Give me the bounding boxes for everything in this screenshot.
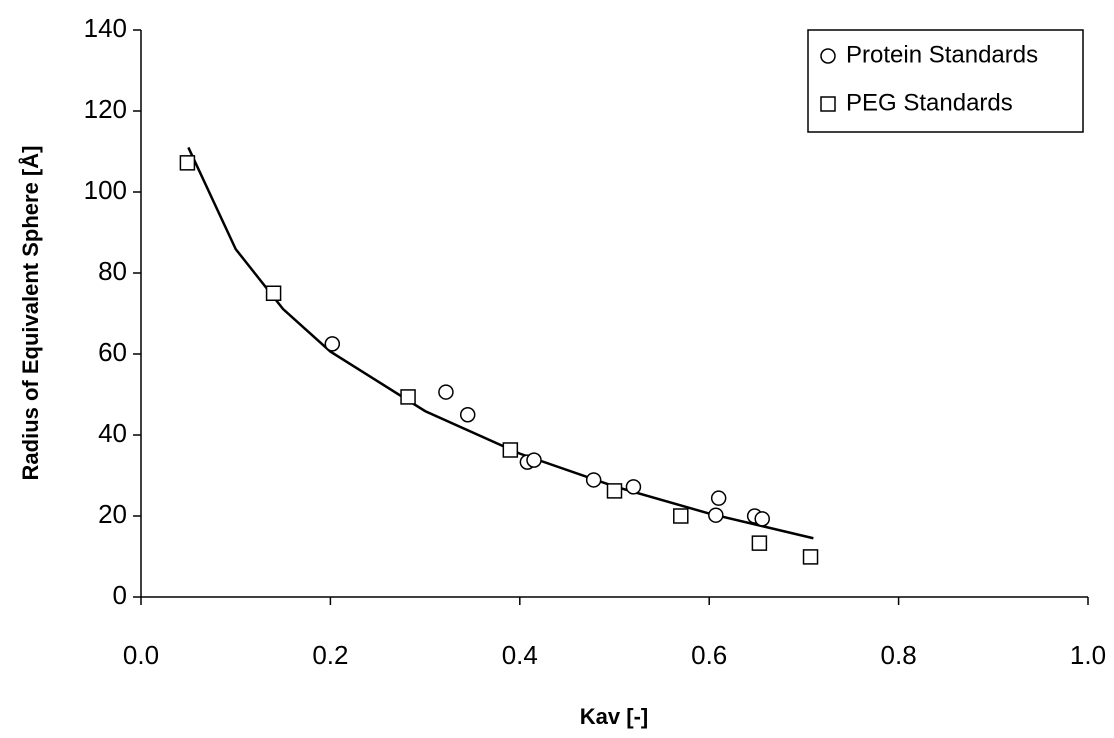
circle-marker	[754, 511, 770, 527]
y-tick-label: 40	[98, 418, 127, 448]
circle-marker	[438, 384, 454, 400]
circle-marker	[526, 452, 542, 468]
square-marker	[265, 285, 282, 301]
x-tick-label: 0.8	[881, 640, 917, 670]
x-tick-label: 1.0	[1070, 640, 1106, 670]
y-tick-label: 0	[113, 580, 127, 610]
x-tick-label: 0.0	[123, 640, 159, 670]
x-axis-title: Kav [-]	[580, 704, 648, 729]
circle-marker	[625, 479, 642, 495]
circle-marker	[459, 407, 476, 423]
square-marker	[820, 96, 836, 112]
circle-marker	[708, 507, 724, 523]
y-tick-label: 140	[84, 13, 127, 43]
legend-box	[807, 29, 1084, 133]
circle-marker	[710, 490, 727, 506]
x-tick-label: 0.2	[312, 640, 348, 670]
legend-label: Protein Standards	[846, 41, 1038, 68]
square-marker	[400, 389, 416, 405]
square-marker	[179, 155, 196, 171]
square-marker	[802, 549, 819, 565]
square-marker	[751, 535, 768, 551]
x-tick-label: 0.4	[502, 640, 538, 670]
x-tick-label: 0.6	[691, 640, 727, 670]
square-marker	[673, 508, 689, 524]
fit-curve	[187, 146, 814, 540]
y-tick-label: 80	[98, 256, 127, 286]
circle-marker	[324, 336, 341, 352]
y-axis-title: Radius of Equivalent Sphere [Å]	[17, 146, 43, 481]
y-tick-label: 100	[84, 175, 127, 205]
y-tick-label: 60	[98, 337, 127, 367]
circle-marker	[820, 48, 836, 64]
y-tick-label: 20	[98, 499, 127, 529]
square-marker	[502, 442, 519, 458]
legend-label: PEG Standards	[846, 89, 1013, 116]
y-tick-label: 120	[84, 94, 127, 124]
circle-marker	[585, 472, 602, 488]
square-marker	[606, 483, 623, 499]
